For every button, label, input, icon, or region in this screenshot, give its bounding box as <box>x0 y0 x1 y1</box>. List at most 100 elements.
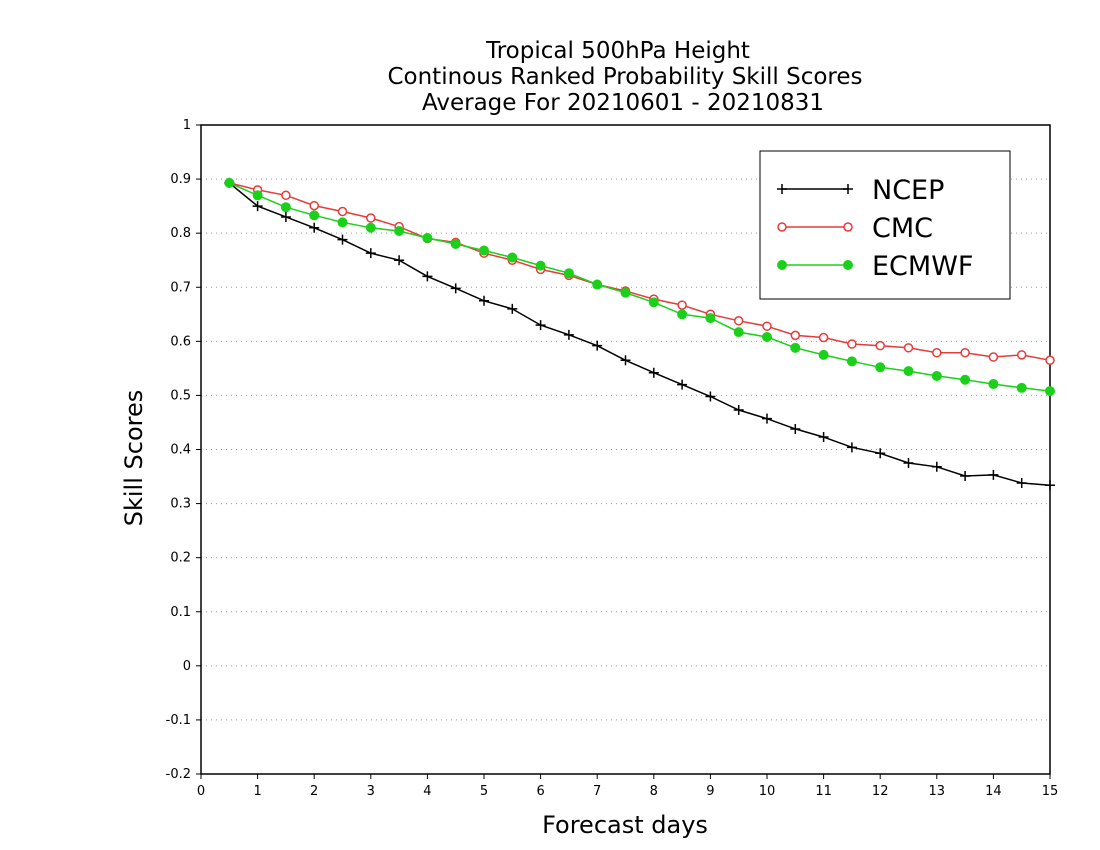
data-point-ncep <box>875 448 886 459</box>
data-point-cmc <box>847 339 857 349</box>
data-point-ecmwf <box>365 222 376 233</box>
x-tick-label: 2 <box>310 784 318 799</box>
data-point-ecmwf <box>1016 382 1027 393</box>
data-point-ecmwf <box>224 177 235 188</box>
data-point-ncep <box>507 303 518 314</box>
data-point-ecmwf <box>394 226 405 237</box>
data-point-ncep <box>280 211 291 222</box>
data-series <box>224 177 1055 491</box>
data-point-ncep <box>931 461 942 472</box>
data-point-ecmwf <box>988 379 999 390</box>
legend-marker-ncep <box>843 184 853 194</box>
y-tick-label: 0.5 <box>170 388 191 403</box>
data-point-cmc <box>960 347 970 358</box>
data-point-cmc <box>366 213 376 223</box>
data-point-ecmwf <box>648 297 659 308</box>
data-point-ncep <box>563 329 574 340</box>
data-point-ecmwf <box>252 190 263 201</box>
data-point-ncep <box>677 379 688 390</box>
y-tick-label: 0.8 <box>170 226 191 241</box>
data-point-cmc <box>1045 355 1055 366</box>
legend-marker-cmc <box>777 222 787 232</box>
data-point-ecmwf <box>875 362 886 373</box>
axis-ticks: -0.2-0.100.10.20.30.40.50.60.70.80.910 1 2… <box>166 118 1059 799</box>
data-point-ncep <box>337 234 348 245</box>
data-point-ncep <box>252 201 263 212</box>
data-point-ncep <box>365 248 376 259</box>
data-point-cmc <box>818 332 829 343</box>
data-point-ecmwf <box>790 342 801 353</box>
x-tick-label: 3 <box>367 784 375 799</box>
data-point-cmc <box>733 316 744 326</box>
data-point-ncep <box>450 283 461 294</box>
data-point-ncep <box>479 295 489 306</box>
legend-label-ncep: NCEP <box>872 175 944 206</box>
data-point-cmc <box>309 200 319 211</box>
data-point-cmc <box>762 321 772 331</box>
legend-marker-ncep <box>777 184 787 194</box>
legend-item-cmc: CMC <box>777 213 933 244</box>
legend-label-cmc: CMC <box>872 213 933 244</box>
y-tick-label: -0.2 <box>166 767 191 782</box>
data-point-ncep <box>762 413 772 424</box>
x-tick-label: 1 <box>253 784 261 799</box>
data-point-ncep <box>592 340 603 351</box>
data-point-ncep <box>648 367 659 378</box>
data-point-ecmwf <box>705 313 716 324</box>
y-tick-label: 0.6 <box>170 334 191 349</box>
legend-label-ecmwf: ECMWF <box>872 251 973 282</box>
legend-item-ecmwf: ECMWF <box>777 251 973 282</box>
x-tick-label: 15 <box>1042 784 1059 799</box>
y-axis-label: Skill Scores <box>120 390 148 527</box>
y-tick-label: -0.1 <box>166 713 191 728</box>
legend-item-ncep: NCEP <box>777 175 944 206</box>
data-point-ncep <box>394 255 405 266</box>
legend-marker-ecmwf <box>777 260 787 270</box>
x-axis-label: Forecast days <box>542 811 708 839</box>
data-point-ncep <box>620 355 631 366</box>
data-point-ncep <box>733 405 744 416</box>
data-point-ecmwf <box>479 245 489 256</box>
data-point-ecmwf <box>563 268 574 279</box>
x-tick-label: 10 <box>759 784 776 799</box>
y-tick-label: 0.4 <box>170 443 191 458</box>
x-tick-label: 14 <box>985 784 1002 799</box>
data-point-cmc <box>281 190 291 201</box>
data-point-ecmwf <box>535 260 546 271</box>
y-tick-label: 0.9 <box>170 172 191 187</box>
x-tick-label: 0 <box>197 784 205 799</box>
data-point-ecmwf <box>450 238 461 249</box>
chart-title: Tropical 500hPa Height <box>485 38 750 64</box>
y-tick-label: 0.7 <box>170 280 191 295</box>
x-tick-label: 9 <box>706 784 714 799</box>
series-ncep <box>224 177 1055 491</box>
data-point-ncep <box>1045 480 1055 491</box>
data-point-ecmwf <box>903 366 914 377</box>
data-point-ecmwf <box>960 374 971 385</box>
data-point-ncep <box>903 458 914 469</box>
data-point-cmc <box>337 206 348 217</box>
legend: NCEP CMC ECMWF <box>759 150 1011 300</box>
series-ecmwf <box>224 177 1055 397</box>
data-point-cmc <box>677 300 687 310</box>
data-point-ecmwf <box>677 309 688 320</box>
x-tick-label: 7 <box>593 784 601 799</box>
data-point-cmc <box>903 343 914 353</box>
data-point-ecmwf <box>762 332 772 343</box>
data-point-ncep <box>818 432 829 443</box>
x-tick-label: 5 <box>480 784 488 799</box>
legend-marker-ecmwf <box>843 260 853 270</box>
y-tick-label: 0.2 <box>170 551 191 566</box>
data-point-ecmwf <box>1045 386 1055 397</box>
data-point-ncep <box>705 391 716 402</box>
data-point-cmc <box>875 340 885 351</box>
data-point-cmc <box>988 352 999 362</box>
y-tick-label: 0.3 <box>170 497 191 512</box>
data-point-ecmwf <box>280 202 291 213</box>
x-tick-label: 4 <box>423 784 431 799</box>
data-point-ecmwf <box>309 210 320 221</box>
data-point-ncep <box>309 222 320 233</box>
x-tick-label: 6 <box>536 784 544 799</box>
